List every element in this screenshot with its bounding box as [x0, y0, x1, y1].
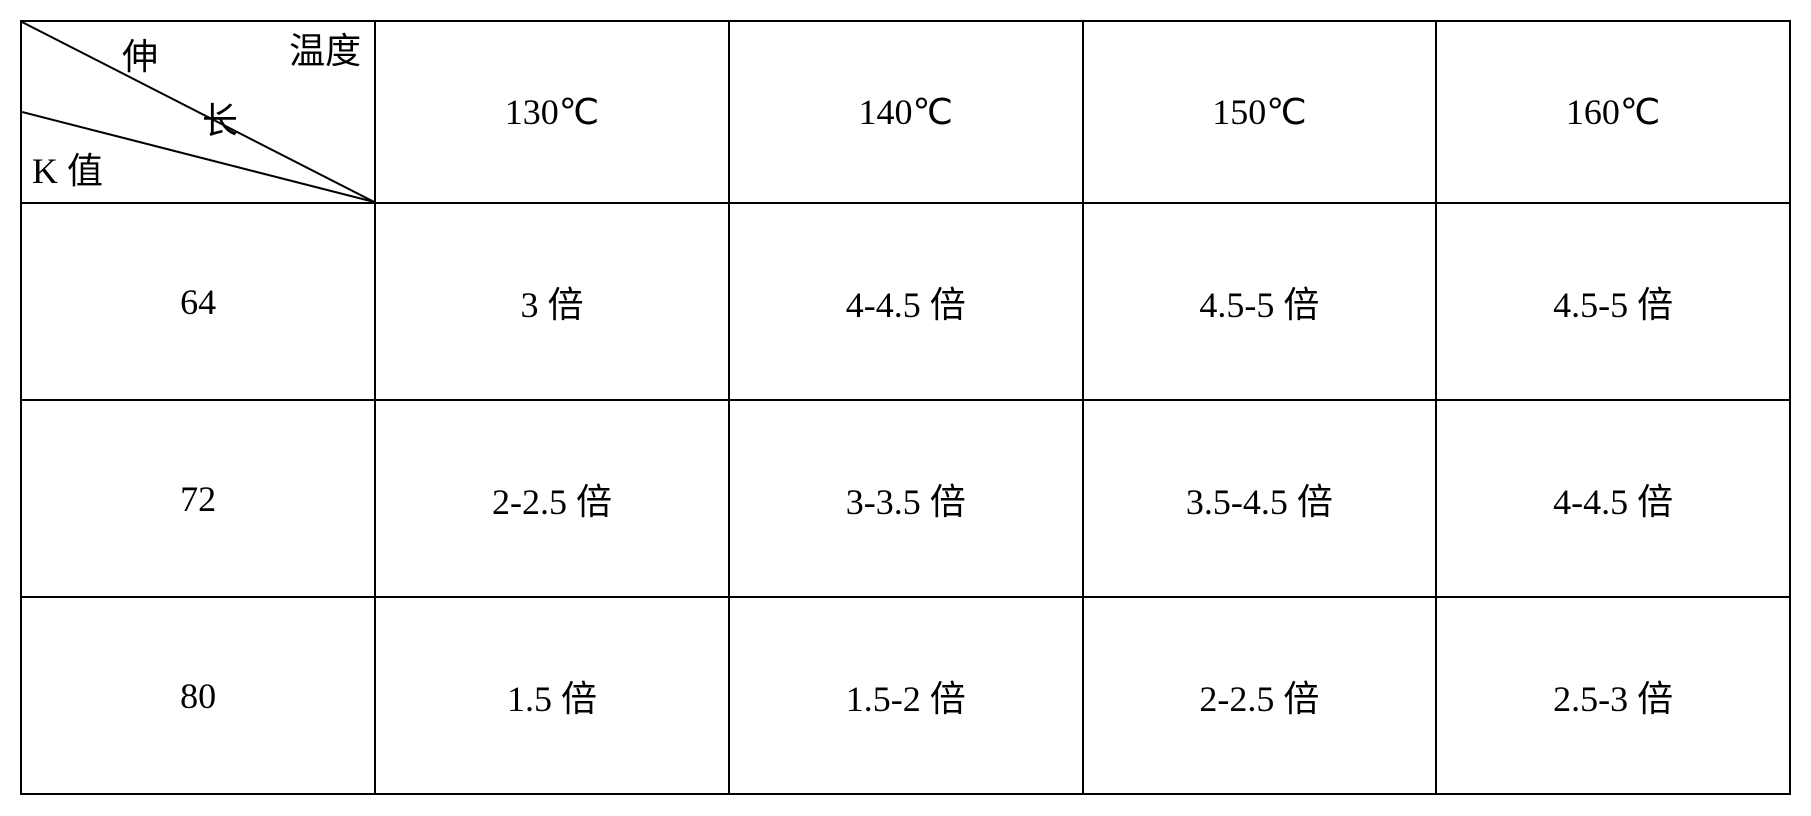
table-cell: 2.5-3 倍	[1436, 597, 1790, 794]
row-header: 72	[21, 400, 375, 597]
table-cell: 4.5-5 倍	[1083, 203, 1437, 400]
table-cell: 4-4.5 倍	[1436, 400, 1790, 597]
table-cell: 4-4.5 倍	[729, 203, 1083, 400]
table-cell: 3.5-4.5 倍	[1083, 400, 1437, 597]
col-header: 150℃	[1083, 21, 1437, 203]
table-cell: 1.5 倍	[375, 597, 729, 794]
table-row: 64 3 倍 4-4.5 倍 4.5-5 倍 4.5-5 倍	[21, 203, 1790, 400]
table-cell: 3 倍	[375, 203, 729, 400]
table-cell: 4.5-5 倍	[1436, 203, 1790, 400]
diag-label-mid: 长	[202, 92, 238, 144]
col-header: 160℃	[1436, 21, 1790, 203]
table-cell: 1.5-2 倍	[729, 597, 1083, 794]
row-header: 64	[21, 203, 375, 400]
elongation-table: 伸 温度 长 K 值 130℃ 140℃ 150℃ 160℃ 64 3 倍 4-…	[20, 20, 1791, 795]
table-row: 72 2-2.5 倍 3-3.5 倍 3.5-4.5 倍 4-4.5 倍	[21, 400, 1790, 597]
diag-label-bottom: K 值	[32, 142, 103, 194]
row-header: 80	[21, 597, 375, 794]
table-cell: 3-3.5 倍	[729, 400, 1083, 597]
table-cell: 2-2.5 倍	[1083, 597, 1437, 794]
col-header: 130℃	[375, 21, 729, 203]
col-header: 140℃	[729, 21, 1083, 203]
diagonal-header-cell: 伸 温度 长 K 值	[21, 21, 375, 203]
table-cell: 2-2.5 倍	[375, 400, 729, 597]
diag-label-right: 温度	[289, 32, 329, 72]
table-header-row: 伸 温度 长 K 值 130℃ 140℃ 150℃ 160℃	[21, 21, 1790, 203]
diag-label-top: 伸	[122, 28, 158, 80]
table-row: 80 1.5 倍 1.5-2 倍 2-2.5 倍 2.5-3 倍	[21, 597, 1790, 794]
